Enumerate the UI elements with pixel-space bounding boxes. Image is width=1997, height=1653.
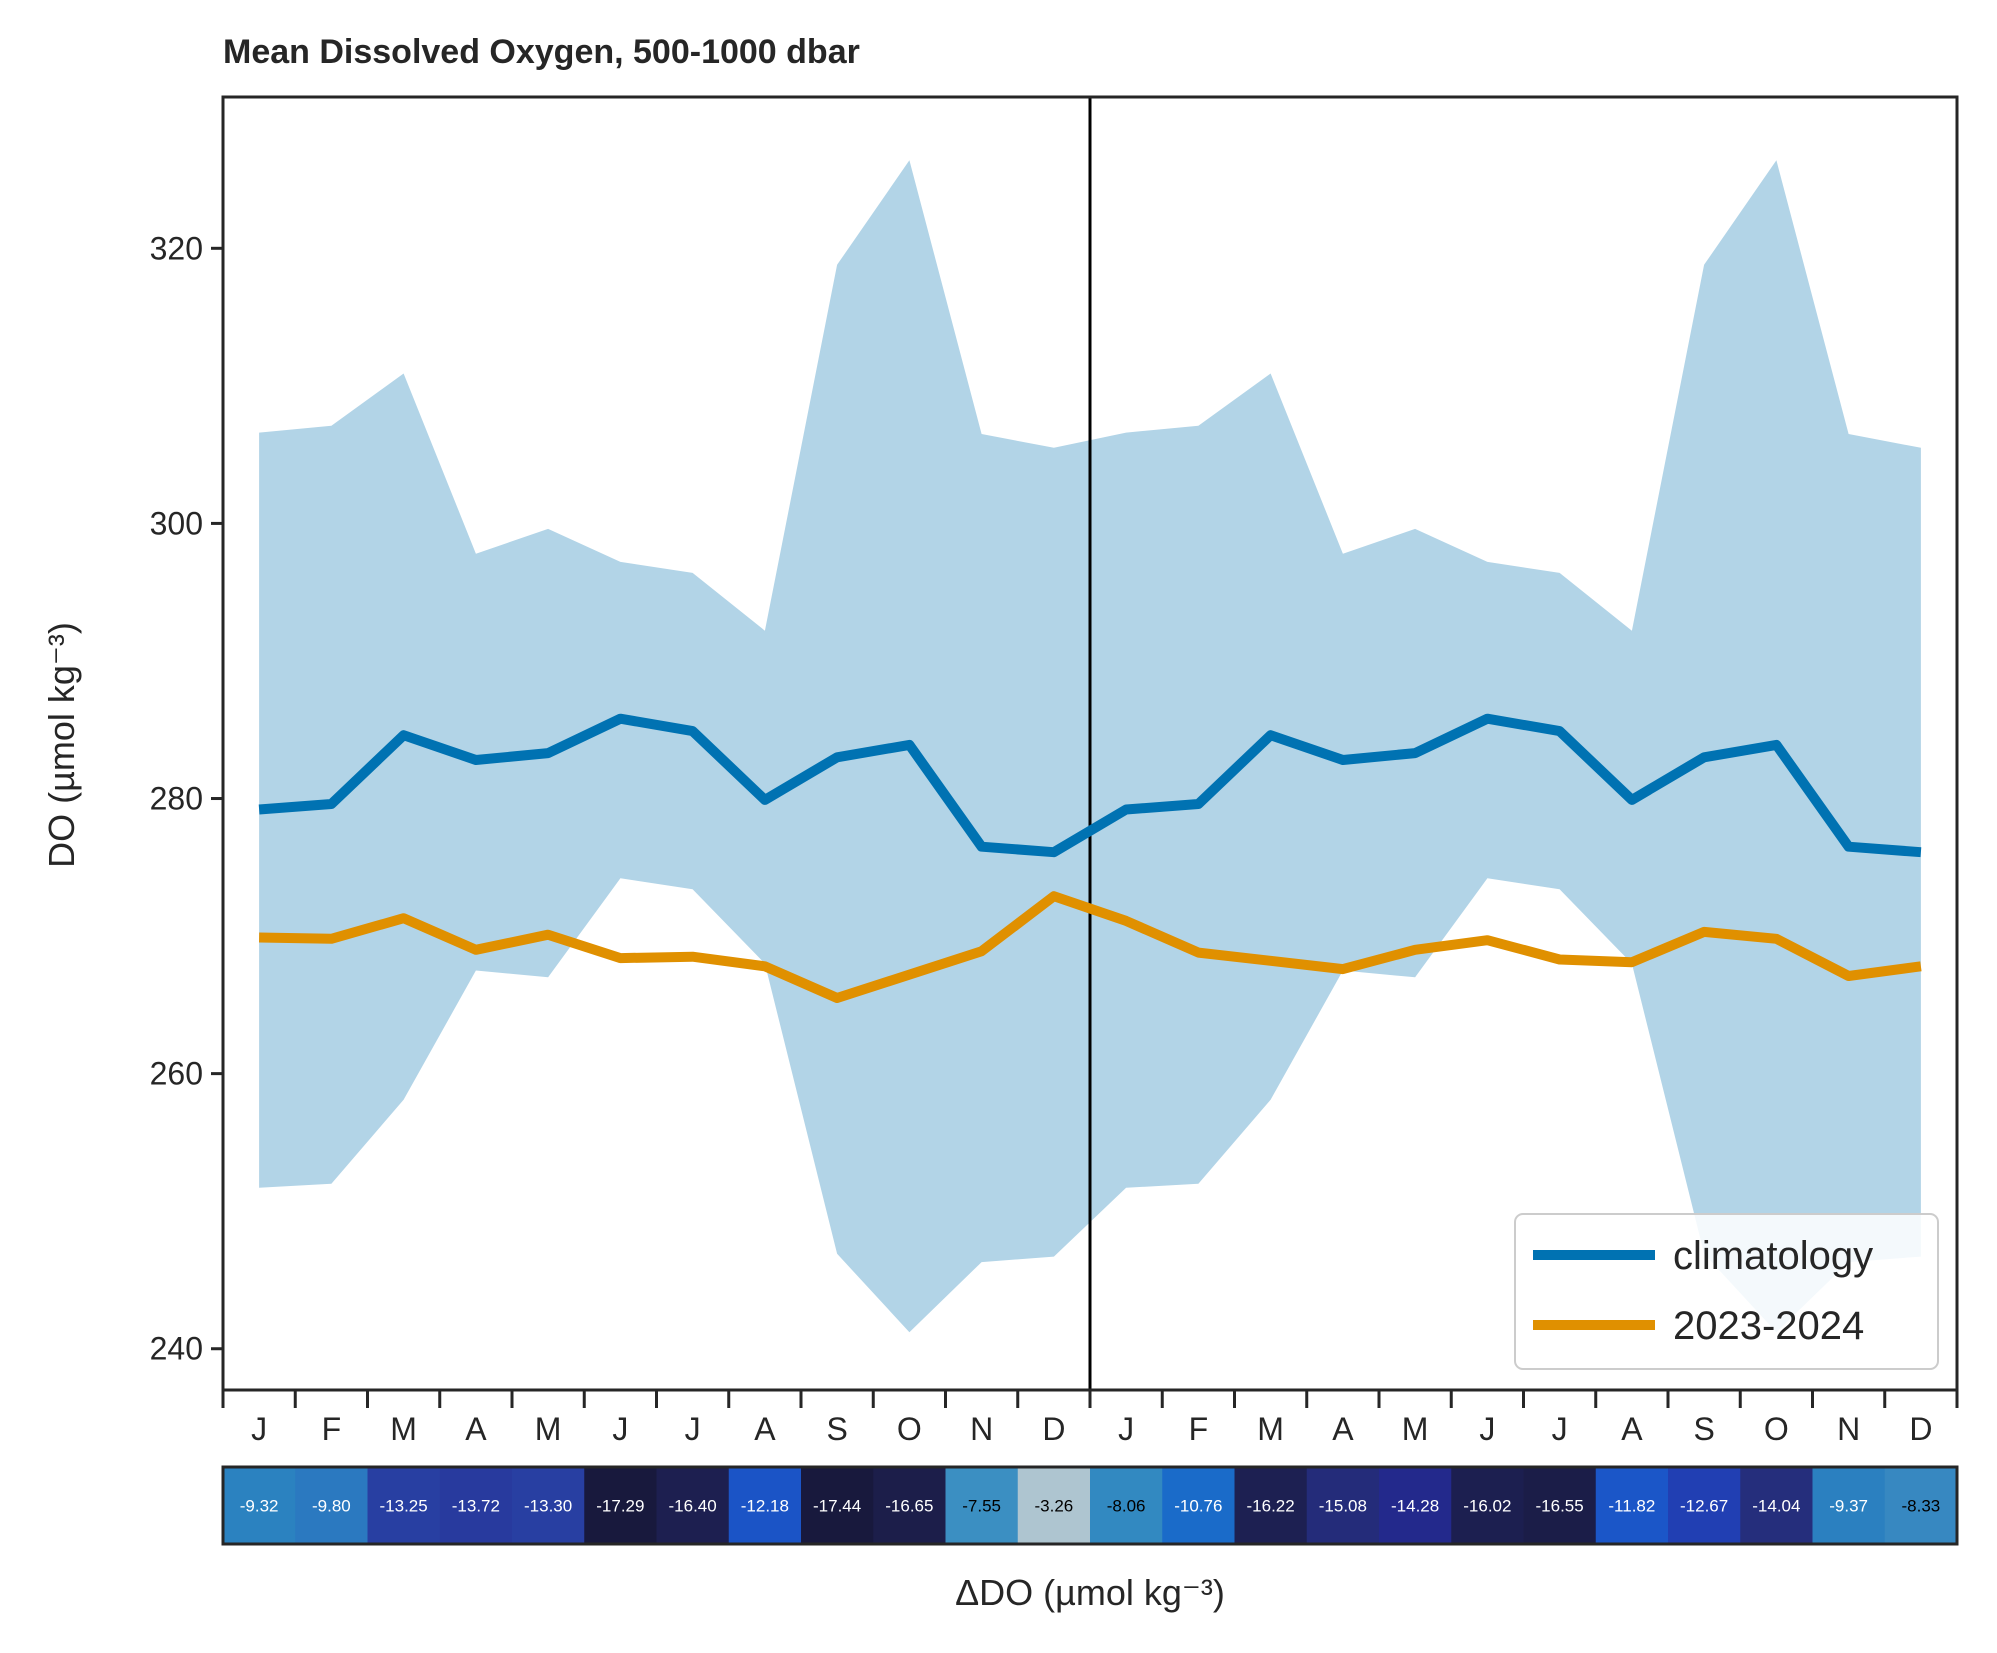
delta-cell: [945, 1467, 1019, 1544]
x-tick-label: O: [1764, 1411, 1789, 1447]
delta-cell-label: -16.02: [1463, 1497, 1511, 1516]
delta-cell: [1017, 1467, 1091, 1544]
delta-cell-label: -9.37: [1829, 1497, 1868, 1516]
delta-cell-label: -8.33: [1902, 1497, 1941, 1516]
delta-cell: [367, 1467, 441, 1544]
delta-cell-label: -16.40: [669, 1497, 717, 1516]
delta-cell: [1523, 1467, 1597, 1544]
delta-cell: [1740, 1467, 1814, 1544]
delta-cell-label: -17.44: [813, 1497, 861, 1516]
delta-strip: -9.32 -9.80 -13.25 -13.72 -13.30 -17.29 -16.40…: [221, 1465, 1959, 1546]
delta-cell-label: -9.32: [240, 1497, 279, 1516]
y-axis-label: DO (µmol kg⁻³): [41, 622, 82, 868]
delta-cell-label: -3.26: [1035, 1497, 1074, 1516]
x-tick-label: M: [390, 1411, 417, 1447]
delta-cell: [439, 1467, 513, 1544]
delta-cell-label: -14.28: [1391, 1497, 1439, 1516]
delta-cell: [1451, 1467, 1525, 1544]
series-line-0: [258, 713, 1922, 858]
legend: climatology 2023-2024: [1514, 1213, 1939, 1370]
x-tick-label: D: [1909, 1411, 1932, 1447]
delta-cell: [1306, 1467, 1380, 1544]
x-tick-label: S: [1693, 1411, 1714, 1447]
delta-strip-frame: [221, 1465, 1959, 1546]
delta-cell-label: -9.80: [312, 1497, 351, 1516]
x-tick-label: A: [754, 1411, 776, 1447]
x-tick-label: J: [1479, 1411, 1495, 1447]
delta-cell-label: -16.22: [1247, 1497, 1295, 1516]
x-tick-label: J: [1118, 1411, 1134, 1447]
x-tick-label: F: [322, 1411, 342, 1447]
delta-cell: [656, 1467, 730, 1544]
delta-cell-label: -17.29: [596, 1497, 644, 1516]
delta-cell-label: -16.55: [1536, 1497, 1584, 1516]
delta-cell-label: -7.55: [962, 1497, 1001, 1516]
delta-cell: [1884, 1467, 1958, 1544]
delta-cell: [1812, 1467, 1886, 1544]
x-tick-label: F: [1189, 1411, 1209, 1447]
x-tick-label: A: [1332, 1411, 1354, 1447]
delta-cell-label: -13.72: [452, 1497, 500, 1516]
delta-cell-label: -10.76: [1174, 1497, 1222, 1516]
delta-cell: [801, 1467, 874, 1544]
delta-cell-label: -16.65: [885, 1497, 933, 1516]
legend-label-1: 2023-2024: [1673, 1304, 1864, 1348]
delta-cell: [295, 1467, 369, 1544]
y-tick-label: 300: [150, 505, 203, 541]
delta-cell-label: -15.08: [1319, 1497, 1367, 1516]
series-line-1: [259, 891, 1922, 1003]
delta-cell-label: -13.30: [524, 1497, 572, 1516]
x-tick-label: D: [1042, 1411, 1065, 1447]
delta-cell-label: -11.82: [1608, 1497, 1655, 1516]
y-tick-label: 260: [150, 1056, 203, 1092]
series-line-layer: [258, 713, 1922, 1003]
delta-cell: [1090, 1467, 1163, 1544]
delta-cell: [1162, 1467, 1236, 1544]
delta-cell: [512, 1467, 585, 1544]
delta-cell: [728, 1467, 802, 1544]
y-tick-label: 320: [150, 230, 203, 266]
delta-cell-label: -8.06: [1107, 1497, 1146, 1516]
delta-cell: [873, 1467, 947, 1544]
x-tick-label: A: [465, 1411, 487, 1447]
delta-cell-label: -12.67: [1680, 1497, 1728, 1516]
x-tick-label: J: [1552, 1411, 1568, 1447]
legend-label-0: climatology: [1673, 1234, 1873, 1278]
delta-cell: [1595, 1467, 1669, 1544]
delta-cell: [1234, 1467, 1308, 1544]
delta-cell-label: -12.18: [741, 1497, 789, 1516]
y-tick-label: 240: [150, 1331, 203, 1367]
x-tick-label: M: [1257, 1411, 1284, 1447]
x-tick-label: M: [535, 1411, 562, 1447]
x-tick-label: A: [1621, 1411, 1643, 1447]
delta-cell: [1379, 1467, 1452, 1544]
delta-cell: [1668, 1467, 1741, 1544]
delta-cell: [223, 1467, 296, 1544]
x-tick-label: N: [970, 1411, 993, 1447]
delta-cell-label: -14.04: [1752, 1497, 1800, 1516]
x-tick-label: J: [685, 1411, 701, 1447]
x-tick-label: J: [612, 1411, 628, 1447]
x-tick-label: S: [826, 1411, 847, 1447]
x-tick-label: J: [251, 1411, 267, 1447]
chart-title: Mean Dissolved Oxygen, 500-1000 dbar: [223, 33, 860, 71]
y-axis: 240 260 280 300 320: [150, 230, 223, 1367]
delta-cell: [584, 1467, 658, 1544]
x-tick-label: M: [1402, 1411, 1429, 1447]
x-tick-label: N: [1837, 1411, 1860, 1447]
delta-axis-label: ΔDO (µmol kg⁻³): [955, 1572, 1225, 1613]
x-tick-label: O: [897, 1411, 922, 1447]
delta-cell-label: -13.25: [380, 1497, 428, 1516]
y-tick-label: 280: [150, 781, 203, 817]
